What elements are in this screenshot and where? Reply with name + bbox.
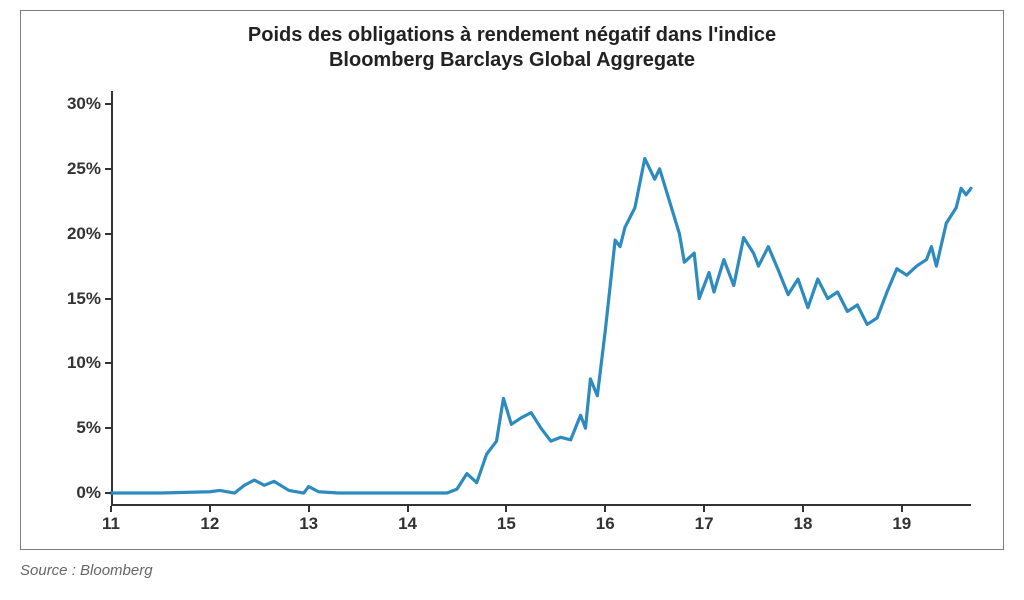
y-tick-label: 5% bbox=[76, 418, 101, 438]
x-tick-label: 14 bbox=[398, 514, 417, 534]
data-line bbox=[111, 158, 971, 493]
chart-title: Poids des obligations à rendement négati… bbox=[21, 11, 1003, 73]
source-label: Source : Bloomberg bbox=[20, 562, 153, 579]
y-tick-mark bbox=[105, 298, 111, 300]
x-tick-label: 19 bbox=[892, 514, 911, 534]
x-tick-label: 17 bbox=[695, 514, 714, 534]
x-tick-mark bbox=[308, 506, 310, 512]
x-tick-label: 15 bbox=[497, 514, 516, 534]
chart-title-line1: Poids des obligations à rendement négati… bbox=[248, 24, 776, 46]
x-tick-mark bbox=[802, 506, 804, 512]
y-tick-label: 30% bbox=[67, 94, 101, 114]
x-tick-label: 13 bbox=[299, 514, 318, 534]
y-tick-mark bbox=[105, 168, 111, 170]
x-tick-mark bbox=[407, 506, 409, 512]
y-tick-label: 25% bbox=[67, 159, 101, 179]
x-tick-mark bbox=[703, 506, 705, 512]
y-tick-label: 0% bbox=[76, 483, 101, 503]
y-tick-mark bbox=[105, 103, 111, 105]
y-tick-label: 15% bbox=[67, 289, 101, 309]
x-tick-label: 16 bbox=[596, 514, 615, 534]
plot-area: 0%5%10%15%20%25%30%111213141516171819 bbox=[111, 91, 971, 506]
y-tick-label: 20% bbox=[67, 224, 101, 244]
line-series bbox=[111, 91, 971, 506]
x-tick-mark bbox=[505, 506, 507, 512]
x-tick-mark bbox=[901, 506, 903, 512]
y-tick-mark bbox=[105, 233, 111, 235]
chart-title-line2: Bloomberg Barclays Global Aggregate bbox=[329, 49, 695, 71]
y-tick-mark bbox=[105, 427, 111, 429]
x-tick-mark bbox=[604, 506, 606, 512]
x-tick-mark bbox=[209, 506, 211, 512]
x-tick-label: 11 bbox=[102, 514, 120, 534]
y-tick-mark bbox=[105, 492, 111, 494]
x-tick-label: 18 bbox=[793, 514, 812, 534]
y-tick-mark bbox=[105, 362, 111, 364]
x-tick-mark bbox=[110, 506, 112, 512]
y-tick-label: 10% bbox=[67, 353, 101, 373]
x-tick-label: 12 bbox=[200, 514, 219, 534]
chart-frame: Poids des obligations à rendement négati… bbox=[20, 10, 1004, 550]
